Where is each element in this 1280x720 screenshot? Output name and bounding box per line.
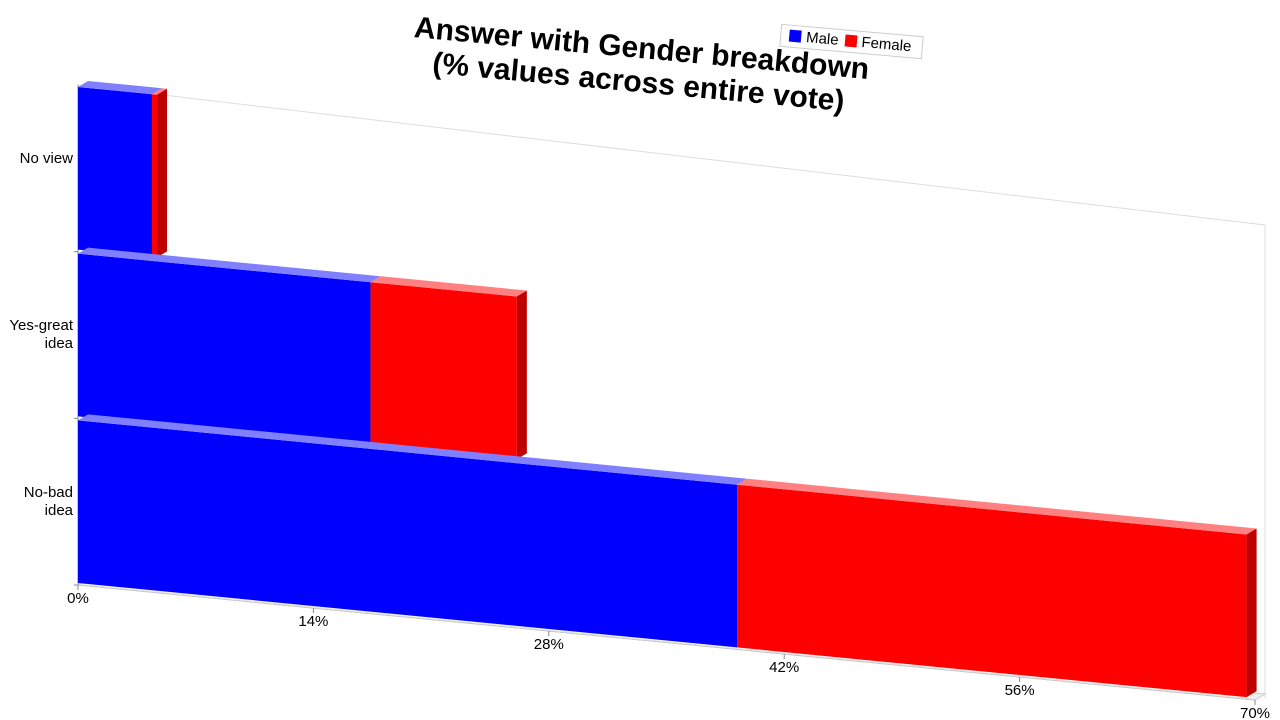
bar-segment [737,484,1247,698]
y-tick-label: No-bad idea [23,483,73,519]
bar-top-face [151,88,168,95]
bar-top-face [78,81,162,95]
legend-item: Female [842,32,912,55]
x-tick-label: 70% [1240,705,1270,720]
legend-label: Female [860,33,913,56]
x-tick-label: 56% [1005,682,1035,699]
bar-segment [370,282,517,460]
bar-top-face [78,414,748,485]
bar-segment [78,253,371,445]
legend-item: Male [787,27,840,49]
x-tick-label: 0% [67,590,89,607]
legend-label: Male [805,29,840,49]
bar-top-face [78,247,381,283]
bar-side-face [157,88,168,258]
legend-swatch [788,29,802,43]
x-tick-label: 42% [769,659,799,676]
bar-top-face [370,276,527,297]
x-tick-label: 14% [298,613,328,630]
bar-segment [78,87,152,257]
bar-side-face [1246,528,1257,698]
y-tick-label: Yes-great idea [9,317,73,352]
bar-side-face [516,290,527,460]
bar-top-face [737,478,1257,535]
x-tick-label: 28% [534,636,564,653]
bar-segment [78,420,738,648]
legend-swatch [844,34,858,48]
y-tick-label: No view [19,150,73,168]
bar-segment [151,94,158,258]
